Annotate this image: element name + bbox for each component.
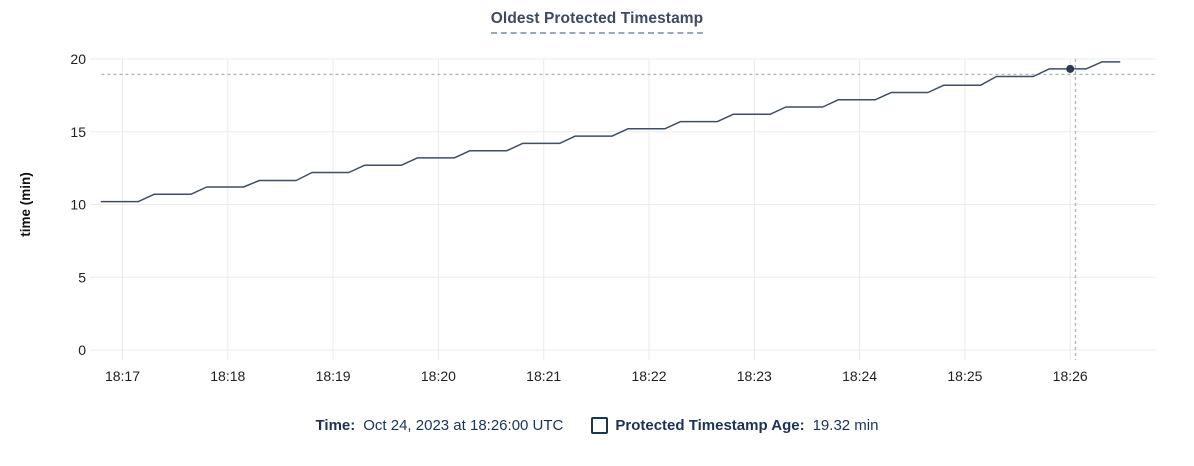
time-value: Oct 24, 2023 at 18:26:00 UTC bbox=[363, 417, 564, 434]
series-label[interactable]: Protected Timestamp Age: bbox=[615, 417, 805, 434]
x-tick-label: 18:24 bbox=[842, 368, 877, 384]
legend-time: Time: Oct 24, 2023 at 18:26:00 UTC bbox=[316, 417, 564, 434]
y-tick-label: 10 bbox=[70, 197, 86, 213]
time-label: Time: bbox=[315, 417, 356, 434]
y-axis-title: time (min) bbox=[18, 172, 33, 237]
series-value: 19.32 min bbox=[812, 417, 879, 434]
y-tick-label: 5 bbox=[78, 269, 86, 285]
line-chart[interactable]: 0 5 10 15 20 18:17 18:18 18:19 18:20 18:21 18:22 18… bbox=[0, 0, 1194, 400]
chart-legend: Time: Oct 24, 2023 at 18:26:00 UTC Prote… bbox=[0, 417, 1194, 434]
x-tick-label: 18:18 bbox=[210, 368, 245, 384]
y-tick-label: 20 bbox=[70, 51, 86, 67]
x-tick-label: 18:25 bbox=[947, 368, 982, 384]
chart-title[interactable]: Oldest Protected Timestamp bbox=[490, 10, 704, 34]
y-tick-label: 15 bbox=[70, 124, 86, 140]
y-tick-label: 0 bbox=[78, 342, 86, 358]
x-tick-label: 18:26 bbox=[1053, 368, 1088, 384]
x-tick-label: 18:23 bbox=[737, 368, 772, 384]
checkbox-unchecked-icon[interactable] bbox=[591, 417, 609, 434]
legend-series-toggle[interactable]: Protected Timestamp Age: 19.32 min bbox=[591, 417, 878, 434]
x-tick-label: 18:20 bbox=[421, 368, 456, 384]
x-tick-label: 18:17 bbox=[105, 368, 140, 384]
hover-point-marker bbox=[1066, 64, 1075, 73]
x-tick-label: 18:19 bbox=[316, 368, 351, 384]
series-line-protected-timestamp-age bbox=[100, 61, 1121, 203]
x-tick-label: 18:22 bbox=[631, 368, 666, 384]
title-row: Oldest Protected Timestamp bbox=[0, 10, 1194, 34]
x-tick-label: 18:21 bbox=[526, 368, 561, 384]
